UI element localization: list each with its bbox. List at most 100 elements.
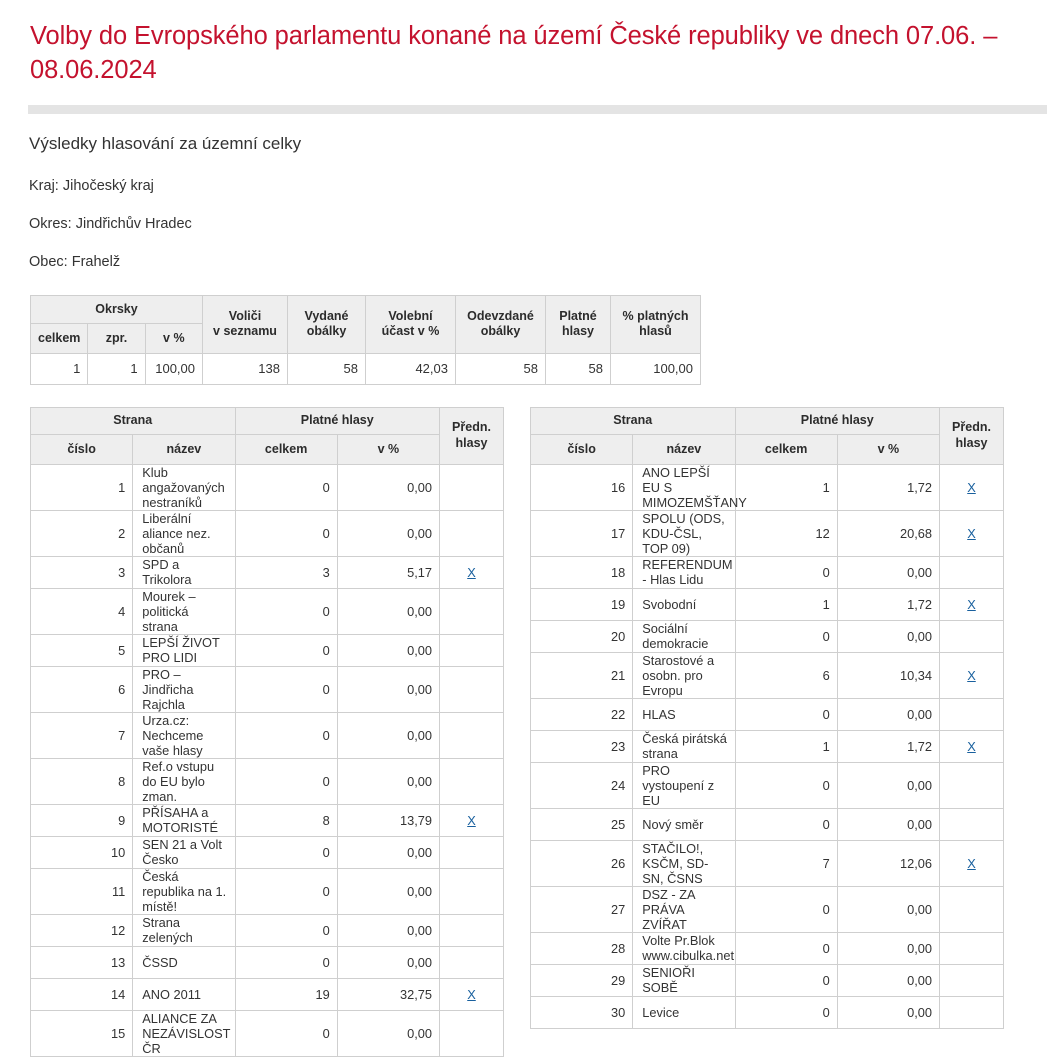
value-platne-hlasy: 58 <box>545 352 611 385</box>
preferential-votes-link[interactable]: X <box>967 855 976 871</box>
party-name: Liberální aliance nez. občanů <box>132 509 236 557</box>
preferential-votes-cell <box>939 761 1004 809</box>
table-row: 12 Strana zelených 0 0,00 <box>29 913 504 947</box>
party-results-area: Strana Platné hlasy Předn. hlasy číslo n… <box>0 406 1047 1057</box>
table-row: 30 Levice 0 0,00 <box>529 995 1004 1029</box>
table-row: 24 PRO vystoupení z EU 0 0,00 <box>529 761 1004 809</box>
preferential-votes-link[interactable]: X <box>967 479 976 495</box>
header-predn-line2-right: hlasy <box>955 435 988 450</box>
preferential-votes-cell[interactable]: X <box>939 729 1004 763</box>
party-name: Strana zelených <box>132 913 236 947</box>
party-votes-percent: 0,00 <box>336 835 441 869</box>
party-votes-total: 0 <box>734 619 838 653</box>
header-platne-line1: Platné <box>559 308 597 323</box>
preferential-votes-link[interactable]: X <box>967 596 976 612</box>
location-kraj: Kraj: Jihočeský kraj <box>29 177 154 194</box>
header-platne-hlasy-group-right: Platné hlasy <box>734 406 940 435</box>
party-number: 8 <box>29 757 134 805</box>
table-row: 26 STAČILO!, KSČM, SD-SN, ČSNS 7 12,06 X <box>529 839 1004 887</box>
table-row: 11 Česká republika na 1. místě! 0 0,00 <box>29 867 504 915</box>
preferential-votes-link[interactable]: X <box>967 667 976 683</box>
preferential-votes-cell <box>439 757 504 805</box>
header-v-procentech-left: v % <box>336 433 441 465</box>
party-name: HLAS <box>632 697 736 731</box>
party-votes-total: 12 <box>734 509 838 557</box>
preferential-votes-cell <box>439 509 504 557</box>
value-odevzdane-obalky: 58 <box>455 352 546 385</box>
header-platne-line2: hlasy <box>562 324 594 339</box>
preferential-votes-cell <box>439 711 504 759</box>
table-row: 14 ANO 2011 19 32,75 X <box>29 977 504 1011</box>
preferential-votes-cell <box>939 931 1004 965</box>
header-volici-v-seznamu: Voliči v seznamu <box>202 294 288 354</box>
party-name: Česká republika na 1. místě! <box>132 867 236 915</box>
party-votes-percent: 0,00 <box>336 913 441 947</box>
party-name: STAČILO!, KSČM, SD-SN, ČSNS <box>632 839 736 887</box>
party-name: Nový směr <box>632 807 736 841</box>
header-v-procentech-right: v % <box>836 433 941 465</box>
party-right-header-row-1: Strana Platné hlasy Předn. hlasy <box>530 406 1004 465</box>
preferential-votes-cell[interactable]: X <box>939 839 1004 887</box>
header-ucast-line2: účast v % <box>381 324 440 339</box>
party-number: 26 <box>529 839 634 887</box>
preferential-votes-link[interactable]: X <box>967 738 976 754</box>
party-votes-percent: 0,00 <box>836 885 941 933</box>
party-votes-percent: 0,00 <box>836 619 941 653</box>
party-name: Urza.cz: Nechceme vaše hlasy <box>132 711 236 759</box>
party-name: ANO LEPŠÍ EU S MIMOZEMŠŤANY <box>632 463 747 511</box>
party-votes-total: 0 <box>234 757 338 805</box>
party-votes-total: 0 <box>234 633 338 667</box>
table-row: 15 ALIANCE ZA NEZÁVISLOST ČR 0 0,00 <box>29 1009 504 1057</box>
value-volici-v-seznamu: 138 <box>202 352 288 385</box>
preferential-votes-cell[interactable]: X <box>439 555 504 589</box>
party-name: SEN 21 a Volt Česko <box>132 835 236 869</box>
preferential-votes-link[interactable]: X <box>467 986 476 1002</box>
preferential-votes-cell[interactable]: X <box>939 587 1004 621</box>
header-okrsky-zpr: zpr. <box>87 322 146 354</box>
preferential-votes-cell[interactable]: X <box>939 509 1004 557</box>
preferential-votes-cell[interactable]: X <box>939 463 1004 511</box>
table-row: 17 SPOLU (ODS, KDU-ČSL, TOP 09) 12 20,68 X <box>529 509 1004 557</box>
party-votes-total: 0 <box>234 1009 338 1057</box>
party-number: 5 <box>29 633 134 667</box>
preferential-votes-link[interactable]: X <box>967 525 976 541</box>
party-left-head: Strana Platné hlasy Předn. hlasy číslo n… <box>29 406 504 465</box>
party-votes-percent: 0,00 <box>836 807 941 841</box>
header-strana-group-right: Strana <box>530 406 736 435</box>
party-votes-percent: 0,00 <box>336 509 441 557</box>
party-votes-total: 0 <box>234 463 338 511</box>
party-votes-total: 0 <box>734 931 838 965</box>
party-number: 7 <box>29 711 134 759</box>
party-votes-total: 8 <box>234 803 338 837</box>
party-number: 14 <box>29 977 134 1011</box>
party-number: 10 <box>29 835 134 869</box>
header-vydane-line2: obálky <box>306 324 347 339</box>
party-number: 23 <box>529 729 634 763</box>
location-obec: Obec: Frahelž <box>29 253 121 270</box>
preferential-votes-link[interactable]: X <box>467 564 476 580</box>
preferential-votes-cell[interactable]: X <box>439 803 504 837</box>
party-name: Mourek – politická strana <box>132 587 236 635</box>
party-name: DSZ - ZA PRÁVA ZVÍŘAT <box>632 885 736 933</box>
party-number: 20 <box>529 619 634 653</box>
table-row: 19 Svobodní 1 1,72 X <box>529 587 1004 621</box>
preferential-votes-cell[interactable]: X <box>939 651 1004 699</box>
header-odevzdane-line2: obálky <box>480 324 521 339</box>
party-results-table-left: Strana Platné hlasy Předn. hlasy číslo n… <box>29 406 504 1057</box>
party-votes-total: 0 <box>234 665 338 713</box>
party-votes-percent: 0,00 <box>336 463 441 511</box>
party-votes-percent: 0,00 <box>336 945 441 979</box>
party-votes-percent: 0,00 <box>336 665 441 713</box>
party-votes-total: 6 <box>734 651 838 699</box>
value-okrsky-v-procentech: 100,00 <box>144 352 204 385</box>
header-predn-line1-left: Předn. <box>452 420 491 435</box>
party-left-body: 1 Klub angažovaných nestraníků 0 0,00 2 Liber… <box>29 463 504 1057</box>
preferential-votes-cell <box>439 913 504 947</box>
party-name: Sociální demokracie <box>632 619 736 653</box>
party-right-body: 16 ANO LEPŠÍ EU S MIMOZEMŠŤANY 1 1,72 X 17 SPO… <box>529 463 1004 1029</box>
party-name: Volte Pr.Blok www.cibulka.net <box>632 931 736 965</box>
preferential-votes-cell[interactable]: X <box>439 977 504 1011</box>
party-left-header-row-1: Strana Platné hlasy Předn. hlasy <box>30 406 504 465</box>
preferential-votes-link[interactable]: X <box>467 812 476 828</box>
header-vydane-line1: Vydané <box>304 308 349 323</box>
